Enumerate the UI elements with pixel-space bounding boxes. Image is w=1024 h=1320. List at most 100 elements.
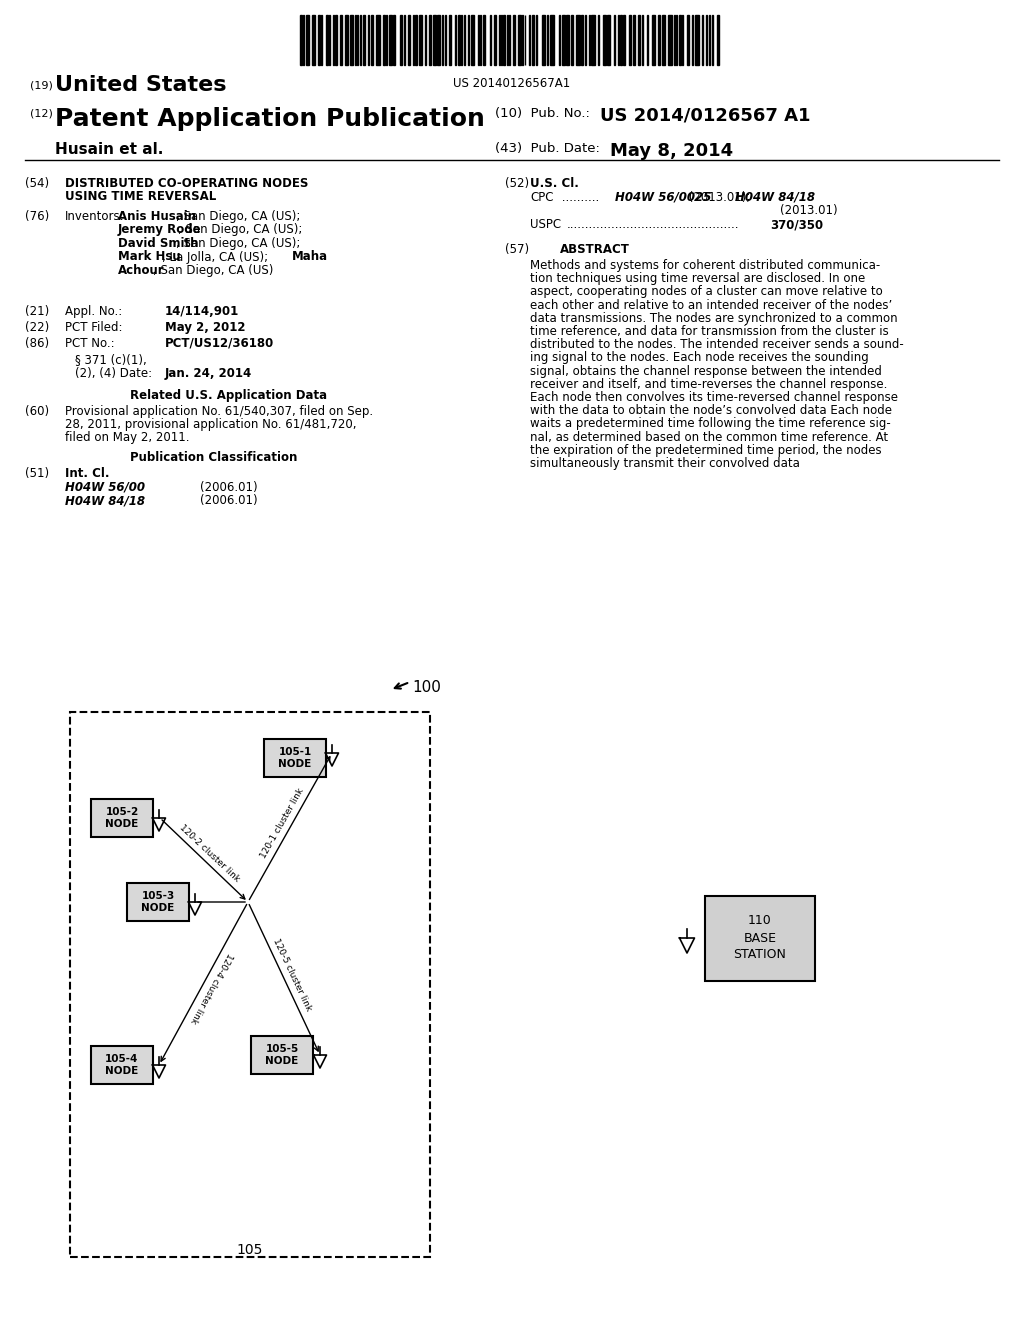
Text: (2006.01): (2006.01) [200, 480, 258, 494]
Text: (12): (12) [30, 108, 53, 117]
Bar [642, 15, 643, 65]
Bar [433, 15, 436, 65]
Bar [598, 15, 599, 65]
Bar [350, 15, 353, 65]
Text: CPC: CPC [530, 191, 554, 205]
Text: with the data to obtain the node’s convolved data Each node: with the data to obtain the node’s convo… [530, 404, 892, 417]
Text: 105-1
NODE: 105-1 NODE [279, 747, 311, 770]
Bar [518, 15, 521, 65]
Text: 105-4
NODE: 105-4 NODE [105, 1053, 138, 1076]
Text: 100: 100 [412, 680, 441, 696]
Bar [562, 15, 565, 65]
Bar [300, 15, 302, 65]
Text: 105-5
NODE: 105-5 NODE [265, 1044, 299, 1067]
Bar [687, 15, 688, 65]
Bar [458, 15, 460, 65]
Text: PCT/US12/36180: PCT/US12/36180 [165, 337, 274, 350]
Text: ing signal to the nodes. Each node receives the sounding: ing signal to the nodes. Each node recei… [530, 351, 868, 364]
Text: time reference, and data for transmission from the cluster is: time reference, and data for transmissio… [530, 325, 889, 338]
Bar [326, 15, 328, 65]
Text: (76): (76) [25, 210, 49, 223]
Text: H04W 56/00: H04W 56/00 [65, 480, 145, 494]
Text: (2), (4) Date:: (2), (4) Date: [75, 367, 153, 380]
Bar [127, 883, 189, 921]
Bar [591, 15, 595, 65]
Bar [336, 15, 337, 65]
Bar [425, 15, 426, 65]
Bar [368, 15, 370, 65]
Text: ..........: .......... [558, 191, 603, 205]
Text: , San Diego, CA (US): , San Diego, CA (US) [153, 264, 273, 277]
Text: (52): (52) [505, 177, 529, 190]
Text: 28, 2011, provisional application No. 61/481,720,: 28, 2011, provisional application No. 61… [65, 418, 356, 432]
Bar [624, 15, 625, 65]
Text: 110
BASE
STATION: 110 BASE STATION [733, 915, 786, 961]
Text: Maha: Maha [292, 251, 328, 264]
Bar [437, 15, 440, 65]
Bar [585, 15, 587, 65]
Text: distributed to the nodes. The intended receiver sends a sound-: distributed to the nodes. The intended r… [530, 338, 904, 351]
Bar [542, 15, 546, 65]
Bar [383, 15, 385, 65]
Bar [345, 15, 348, 65]
Text: , La Jolla, CA (US);: , La Jolla, CA (US); [162, 251, 272, 264]
Bar [450, 15, 452, 65]
Text: each other and relative to an intended receiver of the nodes’: each other and relative to an intended r… [530, 298, 892, 312]
Text: signal, obtains the channel response between the intended: signal, obtains the channel response bet… [530, 364, 882, 378]
Text: simultaneously transmit their convolved data: simultaneously transmit their convolved … [530, 457, 800, 470]
Text: United States: United States [55, 75, 226, 95]
Bar [652, 15, 655, 65]
Text: filed on May 2, 2011.: filed on May 2, 2011. [65, 432, 189, 444]
Text: 120-1 cluster link: 120-1 cluster link [259, 787, 305, 859]
Bar [603, 15, 605, 65]
Bar [400, 15, 401, 65]
Text: Publication Classification: Publication Classification [130, 451, 297, 465]
Text: Patent Application Publication: Patent Application Publication [55, 107, 485, 131]
Bar [389, 15, 392, 65]
Bar [679, 15, 681, 65]
Text: nal, as determined based on the common time reference. At: nal, as determined based on the common t… [530, 430, 888, 444]
Bar [482, 15, 485, 65]
Text: 14/114,901: 14/114,901 [165, 305, 240, 318]
Bar [657, 15, 660, 65]
Text: ABSTRACT: ABSTRACT [560, 243, 630, 256]
Text: US 20140126567A1: US 20140126567A1 [454, 77, 570, 90]
Text: USING TIME REVERSAL: USING TIME REVERSAL [65, 190, 216, 203]
Bar [91, 1045, 153, 1084]
Text: David Smith: David Smith [118, 238, 199, 249]
Bar [312, 15, 315, 65]
Text: 370/350: 370/350 [770, 218, 823, 231]
Bar [607, 15, 610, 65]
Text: 120-4 cluster link: 120-4 cluster link [188, 950, 234, 1024]
Text: Husain et al.: Husain et al. [55, 143, 164, 157]
Bar [503, 15, 505, 65]
Text: 120-5 cluster link: 120-5 cluster link [271, 937, 313, 1012]
Bar [629, 15, 631, 65]
Text: Int. Cl.: Int. Cl. [65, 467, 110, 480]
Text: (10)  Pub. No.:: (10) Pub. No.: [495, 107, 590, 120]
Text: 105-3
NODE: 105-3 NODE [141, 891, 175, 913]
Bar [376, 15, 380, 65]
Text: data transmissions. The nodes are synchronized to a common: data transmissions. The nodes are synchr… [530, 312, 898, 325]
Bar [429, 15, 431, 65]
Text: Jan. 24, 2014: Jan. 24, 2014 [165, 367, 252, 380]
Bar [468, 15, 469, 65]
Text: (21): (21) [25, 305, 49, 318]
Text: USPC: USPC [530, 218, 561, 231]
Bar [318, 15, 321, 65]
Text: (86): (86) [25, 337, 49, 350]
Bar [662, 15, 665, 65]
Text: Appl. No.:: Appl. No.: [65, 305, 122, 318]
Text: (51): (51) [25, 467, 49, 480]
Bar [70, 711, 430, 1257]
Bar [550, 15, 554, 65]
Text: waits a predetermined time following the time reference sig-: waits a predetermined time following the… [530, 417, 891, 430]
Text: (22): (22) [25, 321, 49, 334]
Bar [638, 15, 640, 65]
Text: Each node then convolves its time-reversed channel response: Each node then convolves its time-revers… [530, 391, 898, 404]
Bar [495, 15, 497, 65]
Text: Provisional application No. 61/540,307, filed on Sep.: Provisional application No. 61/540,307, … [65, 405, 373, 418]
Text: 120-2 cluster link: 120-2 cluster link [178, 824, 242, 884]
Text: (54): (54) [25, 177, 49, 190]
Bar [570, 15, 572, 65]
